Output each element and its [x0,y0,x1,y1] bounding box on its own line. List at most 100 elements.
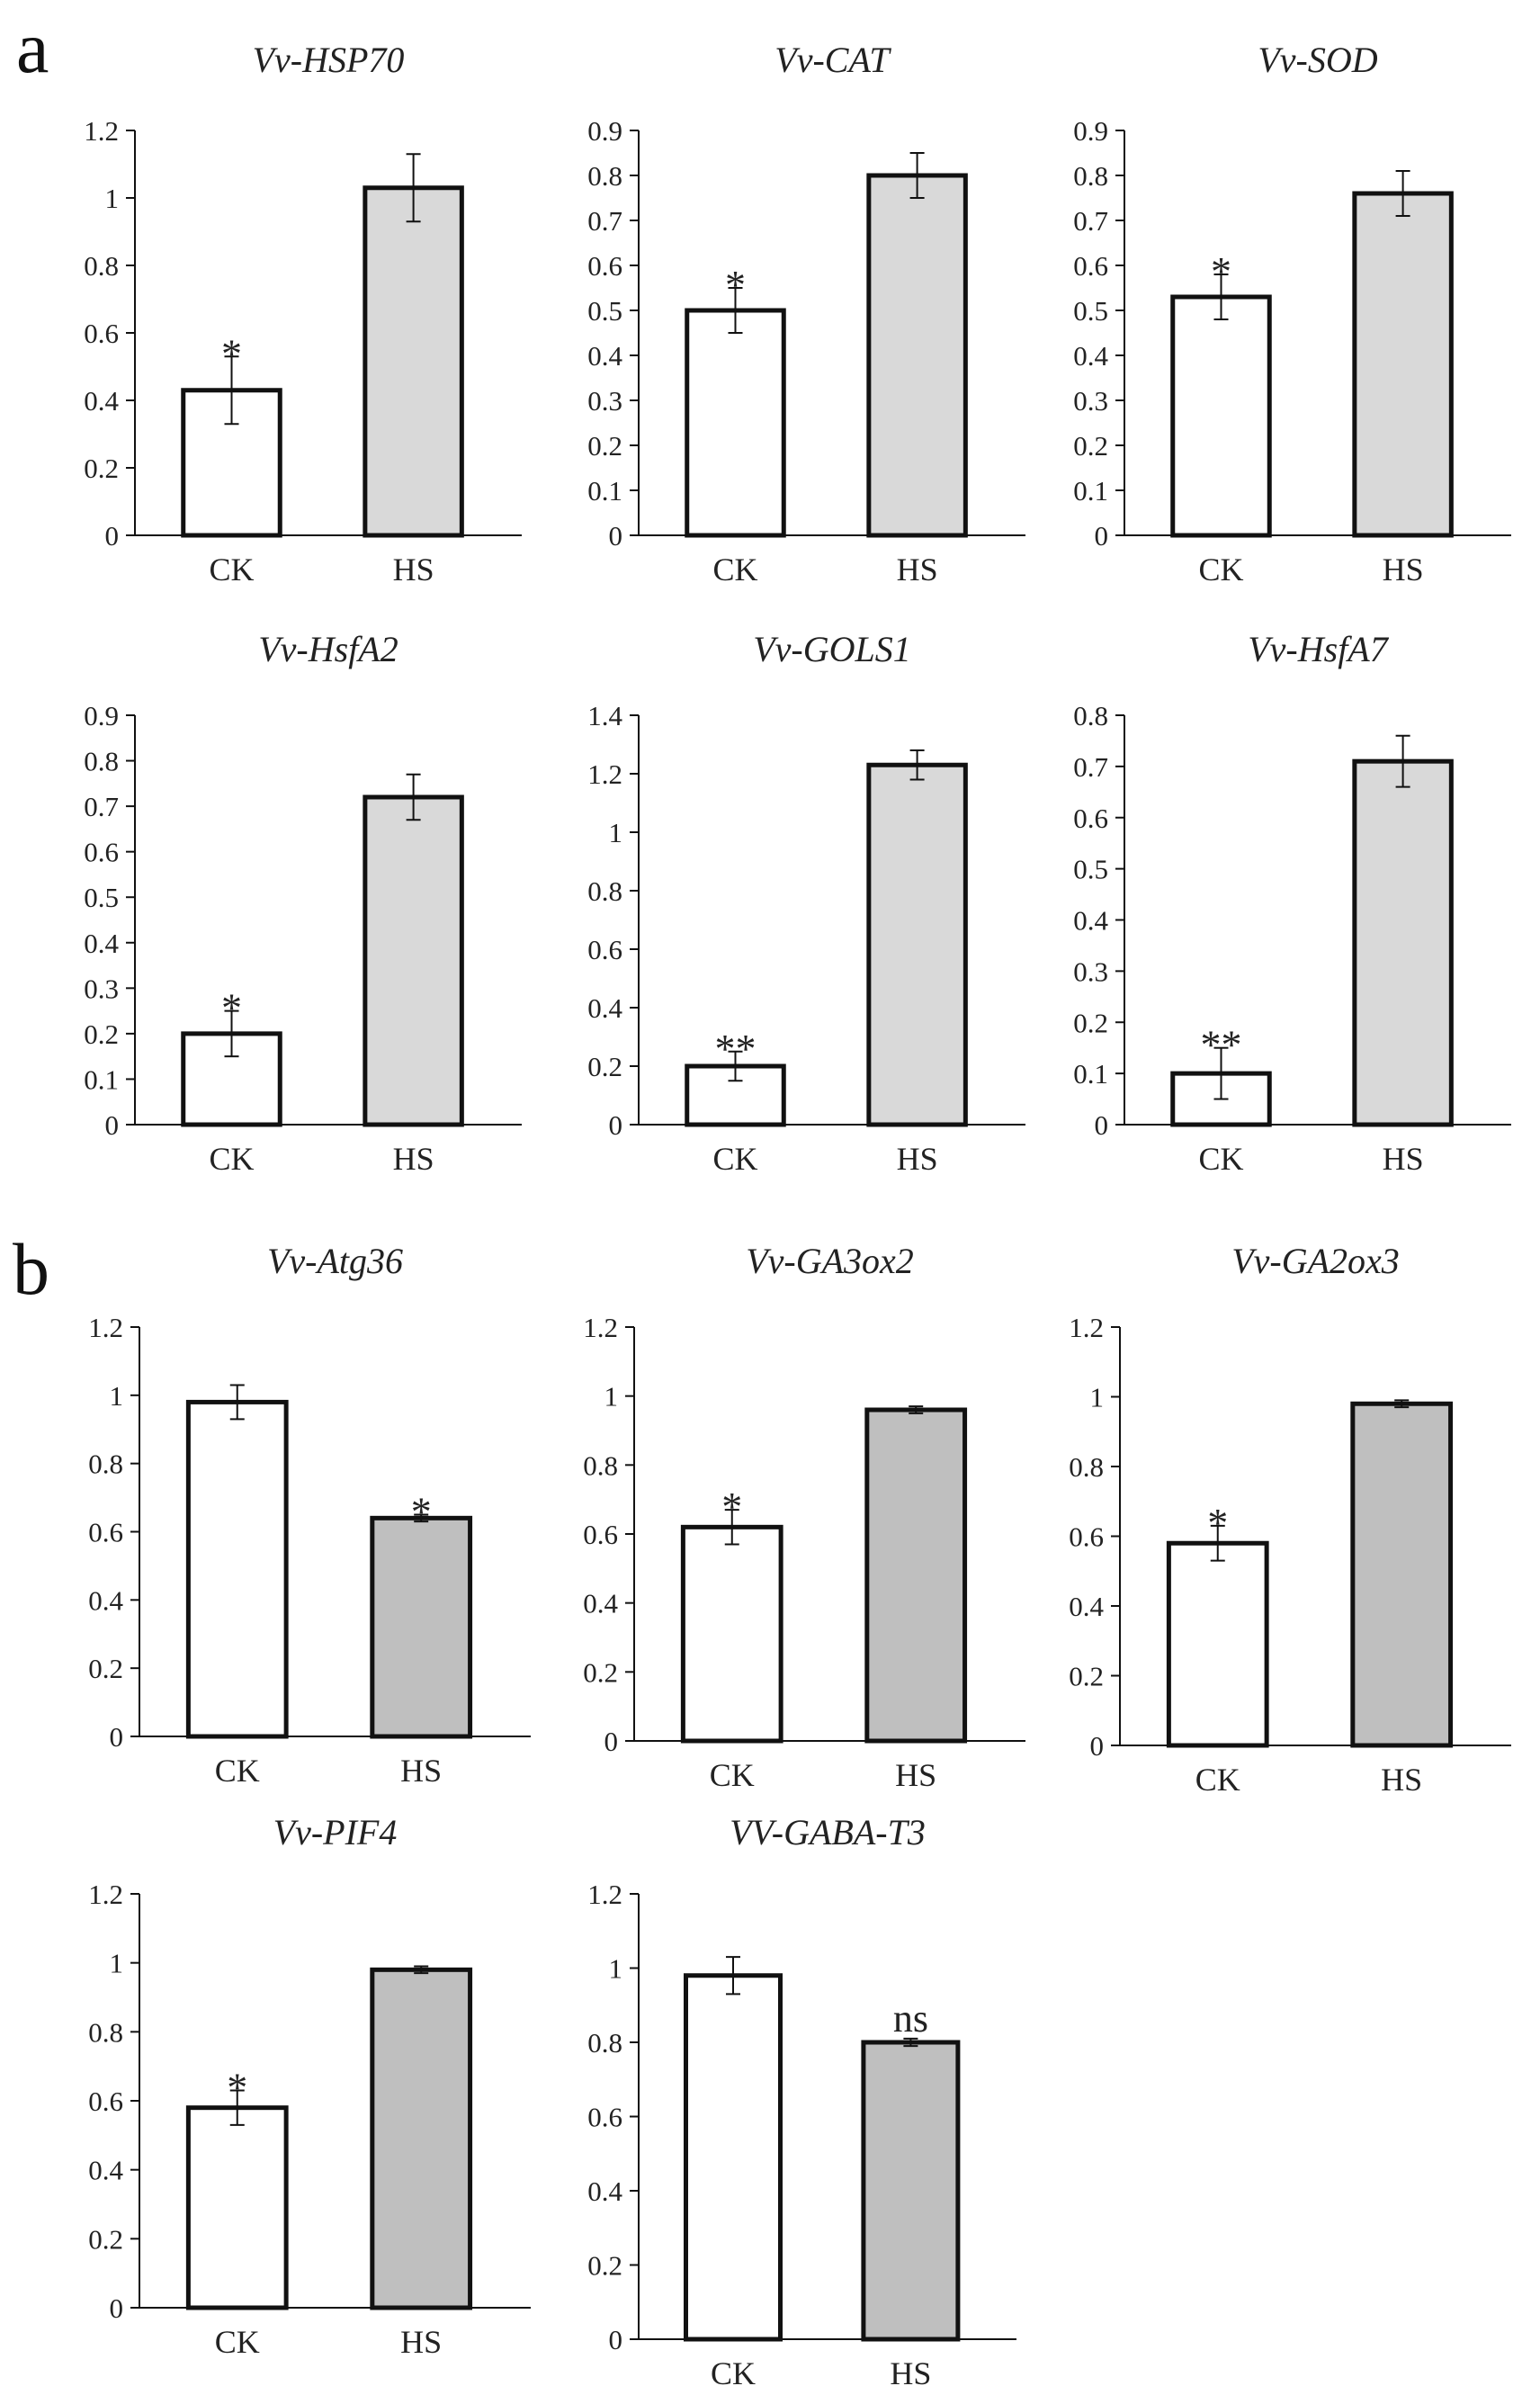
x-category-label: CK [710,1757,755,1793]
y-tick-label: 0.2 [84,453,119,484]
bar-hs [363,185,464,538]
significance-marker: * [725,262,746,308]
significance-marker: * [227,2065,247,2111]
x-category-label: HS [1381,1762,1422,1798]
y-tick-label: 0.9 [587,115,622,147]
x-category-label: HS [1383,552,1424,588]
chart-title: Vv-HsfA7 [1248,629,1390,669]
y-tick-label: 0.2 [1073,1007,1108,1038]
bar-hs [363,794,464,1127]
y-tick-label: 0.4 [1073,340,1108,372]
y-tick-label: 0.6 [587,934,622,965]
chart-title: Vv-PIF4 [273,1812,398,1852]
y-tick-label: 1 [609,817,623,848]
significance-marker: * [1211,248,1231,294]
y-tick-label: 1 [105,183,120,214]
bar-ck [1166,1540,1269,1748]
significance-marker: * [721,1484,742,1529]
y-tick-label: 0.4 [88,1584,123,1616]
y-tick-label: 0.6 [84,318,119,349]
x-category-label: CK [1195,1762,1240,1798]
y-tick-label: 0.8 [1069,1451,1104,1483]
y-tick-label: 0 [609,2324,623,2355]
y-tick-label: 0.8 [1073,700,1108,731]
y-tick-label: 0.4 [587,992,622,1024]
y-tick-label: 0.2 [587,2250,622,2282]
chart-vv-hsfa7: Vv-HsfA7 0 0.1 0.2 0.3 0.4 0.5 0.6 0.7 0.8 CK ** HS [1073,629,1511,1177]
y-tick-label: 0.4 [1073,905,1108,937]
y-tick-label: 0 [1090,1730,1105,1762]
x-category-label: HS [897,1141,938,1177]
y-tick-label: 0.4 [1069,1591,1104,1622]
chart-title: Vv-GA2ox3 [1231,1241,1400,1281]
x-category-label: CK [1198,552,1243,588]
x-category-label: HS [895,1757,936,1793]
bar-hs [1352,758,1454,1127]
y-tick-label: 0 [1095,1109,1109,1141]
chart-vv-ga2ox3: Vv-GA2ox3 0 0.2 0.4 0.6 0.8 1 1.2 CK * HS [1069,1241,1511,1798]
y-tick-label: 0 [110,2292,124,2324]
chart-title: Vv-GA3ox2 [746,1241,914,1281]
panel-label-a: a [16,6,49,88]
bar-ck [185,1399,289,1739]
x-category-label: CK [215,1753,260,1789]
y-tick-label: 0 [1095,520,1109,552]
bar-ck [684,1973,783,2342]
chart-title: Vv-CAT [774,40,891,80]
panel-label-b: b [13,1228,49,1310]
chart-title: Vv-GOLS1 [753,629,911,669]
y-tick-label: 1.2 [587,758,622,790]
x-category-label: CK [209,552,254,588]
x-category-label: HS [890,2355,931,2391]
chart-vv-hsfa2: Vv-HsfA2 0 0.1 0.2 0.3 0.4 0.5 0.6 0.7 0.8 0.9 CK * H… [84,629,522,1177]
bar-hs [861,2040,961,2342]
x-category-label: HS [393,552,434,588]
y-tick-label: 0.6 [587,250,622,282]
bar-ck [685,308,786,538]
chart-vv-gaba-t3: VV-GABA-T3 0 0.2 0.4 0.6 0.8 1 1.2 CK HS ns [587,1812,1016,2391]
y-tick-label: 1 [110,1948,124,1979]
y-tick-label: 0.9 [84,700,119,731]
y-tick-label: 0.1 [587,475,622,507]
bar-ck [185,2105,289,2310]
significance-marker: ** [1201,1022,1242,1068]
y-tick-label: 0.4 [587,2175,622,2207]
x-category-label: HS [393,1141,434,1177]
y-tick-label: 0.8 [88,1449,123,1480]
x-category-label: CK [711,2355,756,2391]
bar-hs [370,1967,473,2310]
y-tick-label: 1.2 [1069,1312,1104,1343]
chart-title: Vv-SOD [1258,40,1377,80]
chart-vv-atg36: Vv-Atg36 0 0.2 0.4 0.6 0.8 1 1.2 CK HS * [88,1241,531,1789]
y-tick-label: 0.3 [84,973,119,1004]
y-tick-label: 0.7 [1073,205,1108,237]
x-category-label: CK [1198,1141,1243,1177]
y-tick-label: 0.1 [1073,1058,1108,1090]
y-tick-label: 0.5 [84,882,119,913]
y-tick-label: 0 [105,1109,120,1141]
chart-vv-hsp70: Vv-HSP70 0 0.2 0.4 0.6 0.8 1 1.2 CK * HS [84,40,522,588]
y-tick-label: 0.8 [1073,160,1108,192]
x-category-label: CK [712,552,757,588]
y-tick-label: 0.8 [84,746,119,777]
y-tick-label: 0.6 [88,2086,123,2117]
y-tick-label: 0.8 [587,2027,622,2059]
significance-marker: * [411,1489,432,1535]
y-tick-label: 0.8 [587,875,622,907]
y-tick-label: 0.1 [84,1063,119,1095]
y-tick-label: 0.6 [587,2102,622,2133]
y-tick-label: 1.4 [587,700,622,731]
x-category-label: HS [1383,1141,1424,1177]
x-category-label: CK [209,1141,254,1177]
bar-hs [370,1515,473,1739]
x-category-label: HS [897,552,938,588]
y-tick-label: 1.2 [587,1879,622,1910]
y-tick-label: 0.5 [1073,854,1108,885]
chart-vv-cat: Vv-CAT 0 0.1 0.2 0.3 0.4 0.5 0.6 0.7 0.8 0.9 CK * HS [587,40,1025,588]
significance-marker: ** [715,1026,757,1072]
bar-hs [864,1407,968,1744]
y-tick-label: 0 [105,520,120,552]
y-tick-label: 0.2 [583,1656,618,1688]
y-tick-label: 0.4 [583,1588,618,1619]
y-tick-label: 0.9 [1073,115,1108,147]
